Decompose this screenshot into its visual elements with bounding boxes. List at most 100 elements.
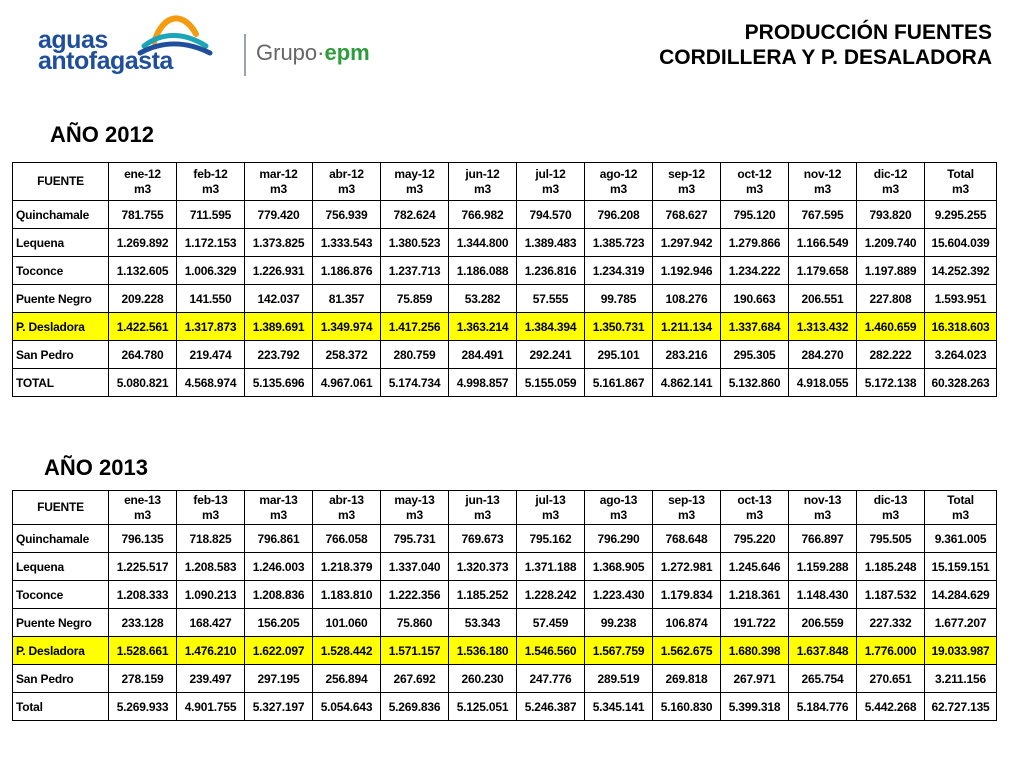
table-row: Lequena 1.225.517 1.208.583 1.246.003 1.218.…	[12, 552, 997, 581]
table-row: San Pedro 264.780 219.474 223.792 258.372 280…	[12, 340, 997, 369]
volume-cell: 1.380.523	[380, 228, 449, 257]
volume-cell: 1.197.889	[856, 256, 925, 285]
month-header: feb-13 m3	[176, 490, 245, 525]
volume-cell: 1.192.946	[652, 256, 721, 285]
volume-cell: 5.442.268	[856, 692, 925, 721]
volume-cell: 1.272.981	[652, 552, 721, 581]
table-row: Total 5.269.933 4.901.755 5.327.197 5.054.64…	[12, 692, 997, 721]
volume-cell: 101.060	[312, 608, 381, 637]
month-header: oct-12 m3	[720, 162, 789, 201]
logo-divider	[244, 34, 246, 76]
volume-cell: 1.245.646	[720, 552, 789, 581]
volume-cell: 5.269.836	[380, 692, 449, 721]
volume-cell: 223.792	[244, 340, 313, 369]
volume-cell: 190.663	[720, 284, 789, 313]
volume-cell: 1.363.214	[448, 312, 517, 341]
volume-cell: 1.385.723	[584, 228, 653, 257]
volume-cell: 1.187.532	[856, 580, 925, 609]
volume-cell: 711.595	[176, 200, 245, 229]
month-header: jul-12 m3	[516, 162, 585, 201]
unit-label: m3	[814, 507, 831, 522]
volume-cell: 5.327.197	[244, 692, 313, 721]
volume-cell: 1.677.207	[924, 608, 997, 637]
volume-cell: 284.491	[448, 340, 517, 369]
table-row: Quinchamale 796.135 718.825 796.861 766.058 7…	[12, 524, 997, 553]
volume-cell: 75.859	[380, 284, 449, 313]
volume-cell: 142.037	[244, 284, 313, 313]
source-name: P. Desladora	[12, 312, 109, 341]
volume-cell: 1.208.333	[108, 580, 177, 609]
volume-cell: 247.776	[516, 664, 585, 693]
month-label: abr-13	[329, 492, 364, 507]
volume-cell: 260.230	[448, 664, 517, 693]
volume-cell: 289.519	[584, 664, 653, 693]
group-suffix: epm	[324, 40, 370, 65]
volume-cell: 1.637.848	[788, 636, 857, 665]
unit-label: m3	[474, 181, 491, 196]
page-title: PRODUCCIÓN FUENTES CORDILLERA Y P. DESAL…	[659, 20, 992, 70]
unit-label: m3	[134, 507, 151, 522]
unit-label: m3	[542, 507, 559, 522]
volume-cell: 1.417.256	[380, 312, 449, 341]
volume-cell: 1.269.892	[108, 228, 177, 257]
volume-cell: 1.297.942	[652, 228, 721, 257]
volume-cell: 227.332	[856, 608, 925, 637]
volume-cell: 1.186.088	[448, 256, 517, 285]
month-label: Total	[947, 166, 974, 181]
source-name: Toconce	[12, 580, 109, 609]
month-header: jun-12 m3	[448, 162, 517, 201]
volume-cell: 1.185.252	[448, 580, 517, 609]
source-name: Toconce	[12, 256, 109, 285]
volume-cell: 5.246.387	[516, 692, 585, 721]
volume-cell: 1.567.759	[584, 636, 653, 665]
volume-cell: 1.350.731	[584, 312, 653, 341]
volume-cell: 768.648	[652, 524, 721, 553]
volume-cell: 19.033.987	[924, 636, 997, 665]
volume-cell: 264.780	[108, 340, 177, 369]
table-row: Puente Negro 209.228 141.550 142.037 81.357 7…	[12, 284, 997, 313]
volume-cell: 796.208	[584, 200, 653, 229]
month-header: sep-12 m3	[652, 162, 721, 201]
month-header: jul-13 m3	[516, 490, 585, 525]
month-label: jul-13	[535, 492, 566, 507]
source-name: Lequena	[12, 228, 109, 257]
volume-cell: 62.727.135	[924, 692, 997, 721]
volume-cell: 766.058	[312, 524, 381, 553]
month-header: mar-12 m3	[244, 162, 313, 201]
volume-cell: 779.420	[244, 200, 313, 229]
unit-label: m3	[406, 181, 423, 196]
brand-line-1: aguas	[38, 26, 108, 54]
volume-cell: 75.860	[380, 608, 449, 637]
volume-cell: 227.808	[856, 284, 925, 313]
volume-cell: 239.497	[176, 664, 245, 693]
table-row: Toconce 1.208.333 1.090.213 1.208.836 1.183.…	[12, 580, 997, 609]
group-prefix: Grupo·	[256, 40, 325, 65]
volume-cell: 60.328.263	[924, 368, 997, 397]
volume-cell: 1.536.180	[448, 636, 517, 665]
volume-cell: 795.220	[720, 524, 789, 553]
table-row: Toconce 1.132.605 1.006.329 1.226.931 1.186.…	[12, 256, 997, 285]
volume-cell: 767.595	[788, 200, 857, 229]
volume-cell: 1.528.661	[108, 636, 177, 665]
month-label: sep-12	[668, 166, 705, 181]
volume-cell: 270.651	[856, 664, 925, 693]
month-header: oct-13 m3	[720, 490, 789, 525]
volume-cell: 295.305	[720, 340, 789, 369]
unit-label: m3	[952, 181, 969, 196]
volume-cell: 3.264.023	[924, 340, 997, 369]
volume-cell: 1.222.356	[380, 580, 449, 609]
unit-label: m3	[678, 181, 695, 196]
volume-cell: 4.967.061	[312, 368, 381, 397]
volume-cell: 258.372	[312, 340, 381, 369]
volume-cell: 766.897	[788, 524, 857, 553]
volume-cell: 156.205	[244, 608, 313, 637]
volume-cell: 796.861	[244, 524, 313, 553]
month-header: ago-13 m3	[584, 490, 653, 525]
volume-cell: 1.179.658	[788, 256, 857, 285]
volume-cell: 99.785	[584, 284, 653, 313]
volume-cell: 9.361.005	[924, 524, 997, 553]
month-label: jun-13	[465, 492, 500, 507]
volume-cell: 1.209.740	[856, 228, 925, 257]
year-label-2012: AÑO 2012	[50, 122, 154, 147]
month-header: ago-12 m3	[584, 162, 653, 201]
